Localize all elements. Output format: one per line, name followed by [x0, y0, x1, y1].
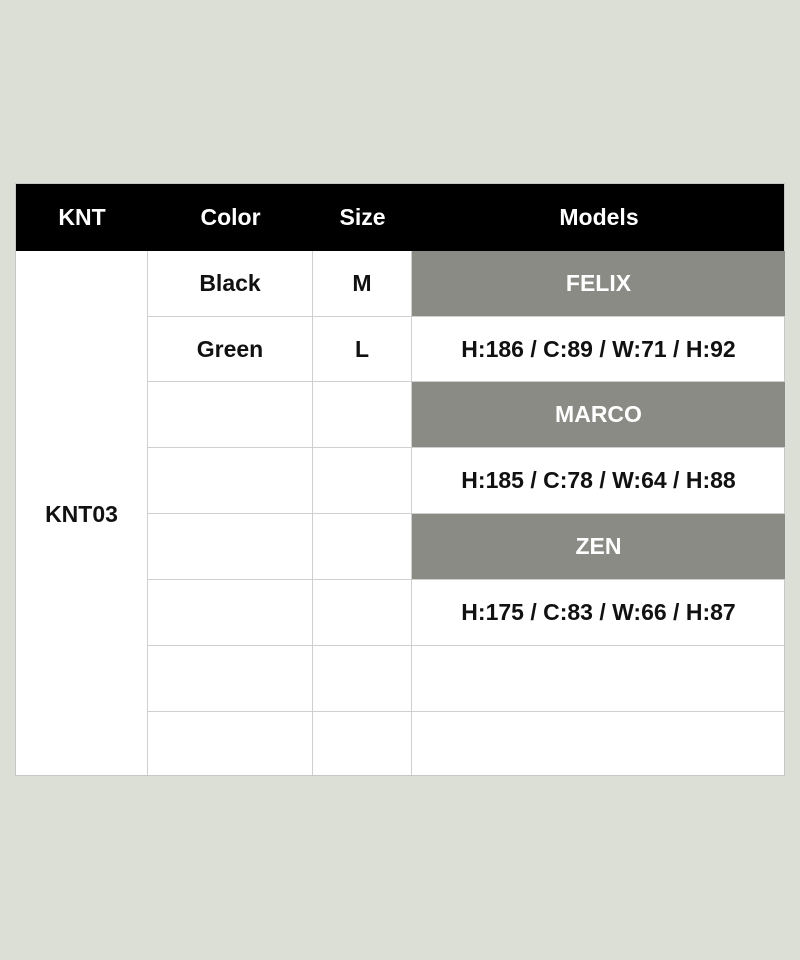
model-name: FELIX — [412, 251, 785, 316]
model-name: ZEN — [412, 514, 785, 579]
size-l: L — [354, 335, 370, 362]
header-models: Models — [559, 204, 639, 230]
divider — [148, 579, 784, 580]
divider — [148, 316, 784, 317]
product-code: KNT03 — [45, 500, 118, 527]
color-black: Black — [199, 270, 261, 296]
header-knt: KNT — [58, 204, 106, 230]
divider — [148, 381, 784, 382]
size-m: M — [352, 270, 372, 296]
size-table: KNT Color Size Models KNT03 Black Green … — [15, 183, 785, 776]
model-measurements: H:175 / C:83 / W:66 / H:87 — [461, 599, 736, 625]
color-green: Green — [196, 335, 264, 362]
header-size: Size — [339, 204, 386, 230]
divider — [147, 251, 148, 775]
model-measurements: H:185 / C:78 / W:64 / H:88 — [461, 467, 736, 493]
divider — [148, 447, 784, 448]
divider — [148, 513, 784, 514]
divider — [148, 645, 784, 646]
model-name: MARCO — [412, 382, 785, 447]
table-header — [16, 184, 784, 251]
header-color: Color — [200, 204, 261, 230]
divider — [148, 711, 784, 712]
model-measurements: H:186 / C:89 / W:71 / H:92 — [461, 335, 736, 362]
